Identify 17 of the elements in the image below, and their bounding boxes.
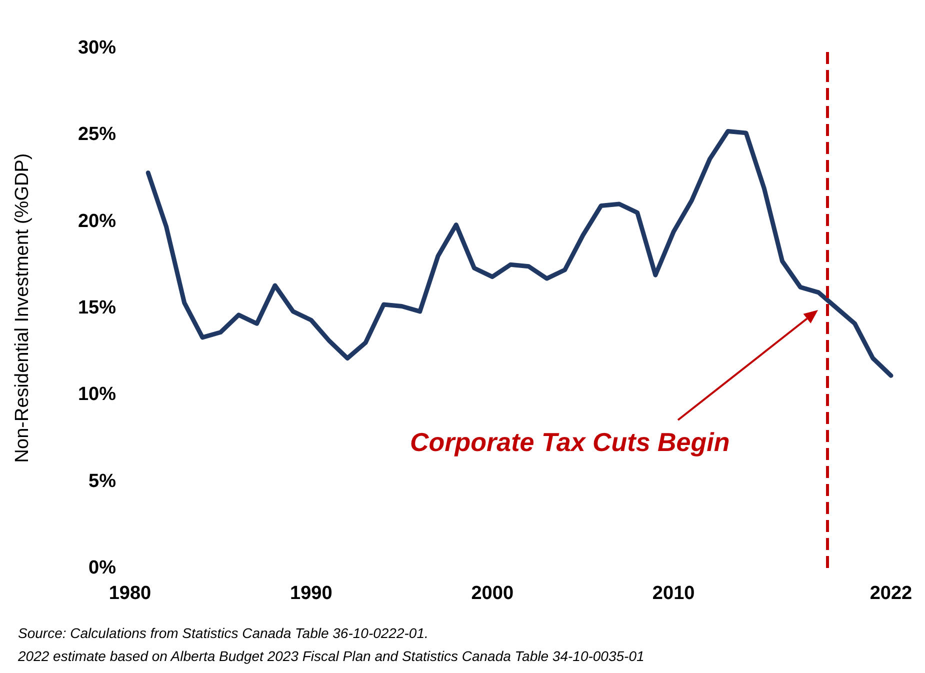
x-tick-label: 1980 (108, 583, 152, 604)
y-axis-title: Non-Residential Investment (%GDP) (12, 153, 33, 463)
y-tick-label: 0% (88, 558, 116, 578)
y-tick-label: 30% (78, 38, 116, 58)
x-tick-label: 2000 (471, 583, 514, 604)
source-note: Source: Calculations from Statistics Canada Table 36-10-0222-01. (18, 624, 430, 643)
y-tick-label: 20% (78, 210, 116, 232)
line-series (146, 128, 894, 378)
y-tick-label: 10% (78, 384, 116, 406)
x-tick-label: 2010 (652, 583, 695, 604)
y-tick-label: 25% (78, 124, 116, 146)
x-tick-label: 2022 (870, 583, 912, 604)
y-tick-label: 5% (88, 470, 116, 492)
annotation: Corporate Tax Cuts Begin (410, 427, 730, 457)
text: 2022 estimate based on Alberta Budget 2023 Fiscal Plan and Statistics Canada Table 34-10-0035-01 (18, 647, 644, 666)
x-tick-label: 1990 (290, 583, 332, 604)
y-tick-label: 15% (78, 298, 116, 318)
